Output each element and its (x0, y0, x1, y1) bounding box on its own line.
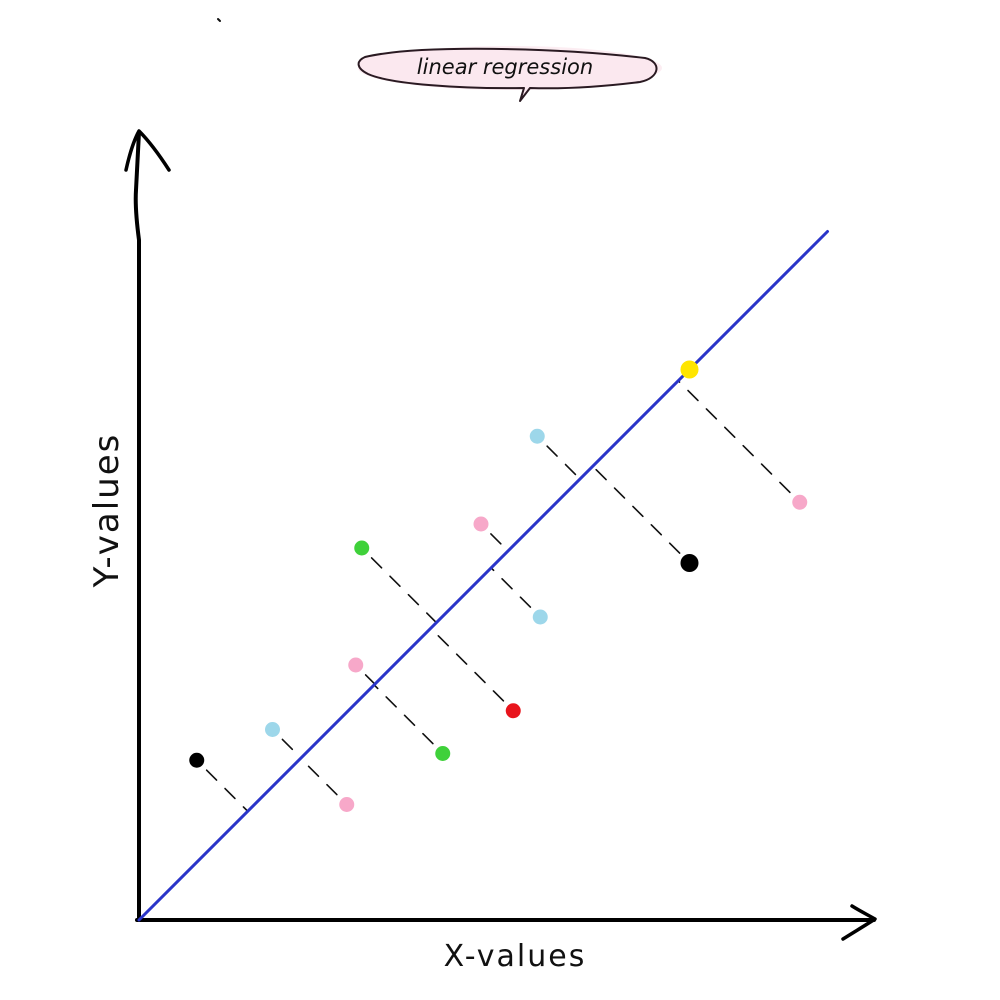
data-point-yellow (680, 360, 699, 379)
data-point-light-blue (265, 722, 280, 737)
data-point-pink (339, 797, 355, 812)
data-points (189, 360, 808, 812)
x-axis-label: X-values (444, 939, 587, 974)
residual-line (429, 627, 505, 702)
chart-title: linear regression (417, 55, 593, 79)
residual-line (490, 533, 509, 552)
residual-line (677, 379, 791, 494)
x-axis-arrowhead (841, 904, 877, 941)
data-point-black (189, 752, 205, 768)
data-point-light-blue (529, 428, 545, 444)
regression-line (137, 230, 829, 922)
y-axis (124, 129, 171, 922)
data-point-pink (473, 516, 489, 532)
y-axis-label: Y-values (87, 433, 127, 589)
title-bubble: linear regression (357, 46, 662, 102)
residual-line (281, 738, 302, 759)
data-point-pink (792, 494, 808, 510)
residual-lines (205, 368, 791, 813)
residual-line (591, 465, 681, 554)
data-point-green (435, 746, 451, 761)
data-point-green (354, 540, 370, 556)
data-point-red (505, 703, 521, 719)
residual-line (373, 684, 434, 745)
y-axis-arrowhead (124, 129, 171, 172)
data-point-light-blue (532, 609, 548, 625)
data-point-pink (348, 657, 364, 673)
residual-line (205, 769, 249, 813)
residual-line (370, 557, 438, 624)
residual-line (546, 445, 581, 480)
x-axis (135, 904, 877, 941)
y-axis-line (133, 130, 141, 922)
residual-line (364, 674, 376, 685)
regression-line-group (137, 230, 829, 922)
data-point-black (680, 554, 699, 572)
stray-pen-mark (217, 18, 221, 22)
residual-line (299, 757, 338, 796)
residual-line (490, 567, 532, 608)
title-bubble-outline (357, 47, 658, 102)
